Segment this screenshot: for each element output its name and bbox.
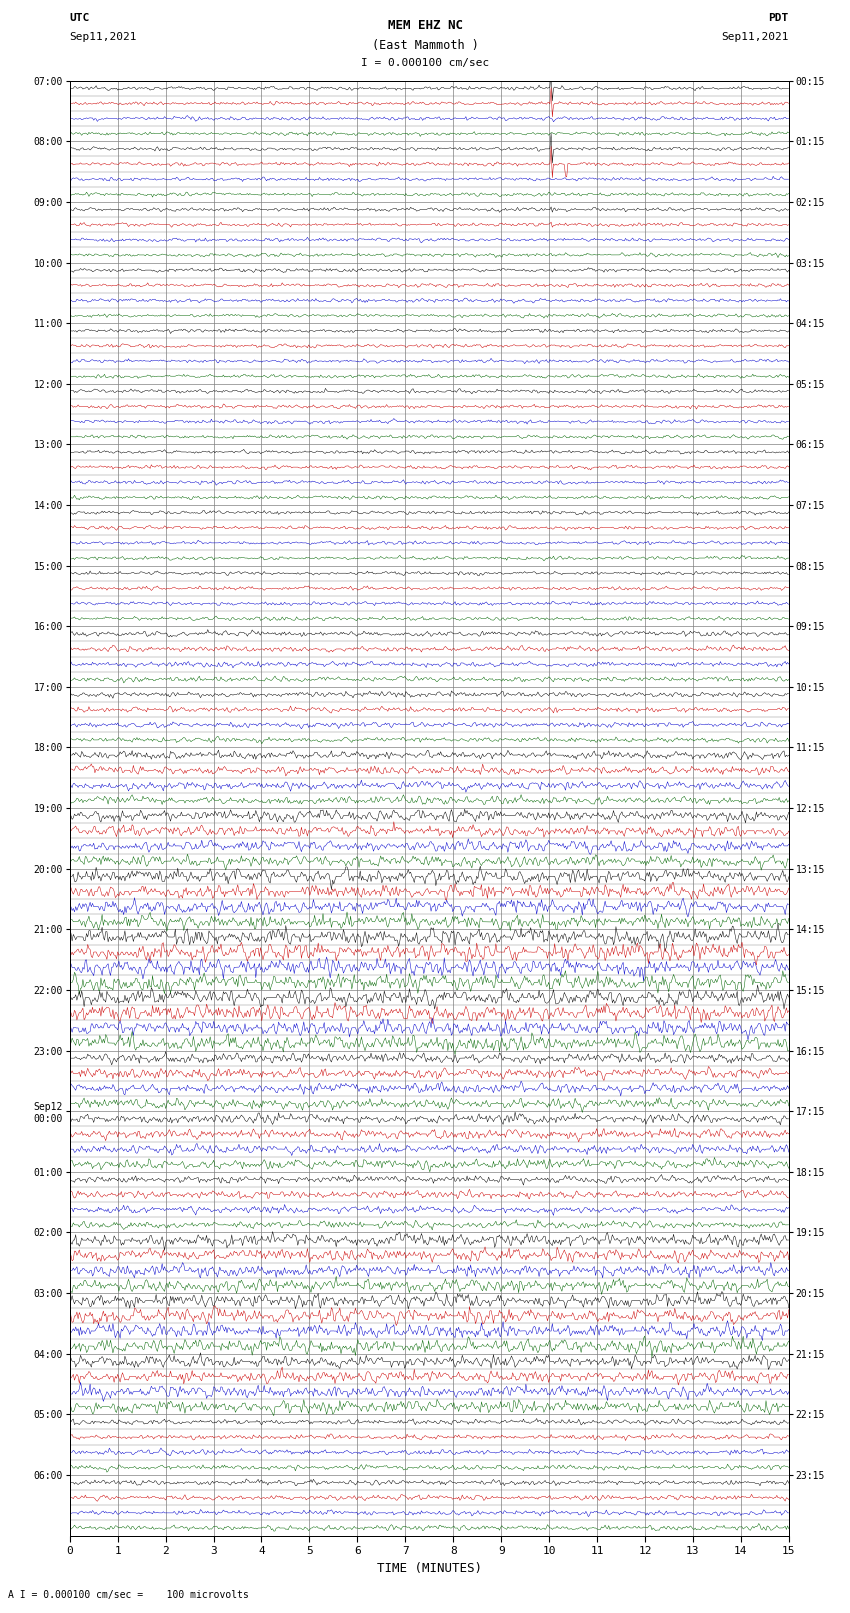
Text: PDT: PDT [768,13,789,23]
Text: MEM EHZ NC: MEM EHZ NC [388,19,462,32]
Text: UTC: UTC [70,13,90,23]
Text: Sep11,2021: Sep11,2021 [722,32,789,42]
Text: A I = 0.000100 cm/sec =    100 microvolts: A I = 0.000100 cm/sec = 100 microvolts [8,1590,249,1600]
Text: (East Mammoth ): (East Mammoth ) [371,39,479,52]
Text: Sep11,2021: Sep11,2021 [70,32,137,42]
Text: I = 0.000100 cm/sec: I = 0.000100 cm/sec [361,58,489,68]
X-axis label: TIME (MINUTES): TIME (MINUTES) [377,1561,482,1574]
